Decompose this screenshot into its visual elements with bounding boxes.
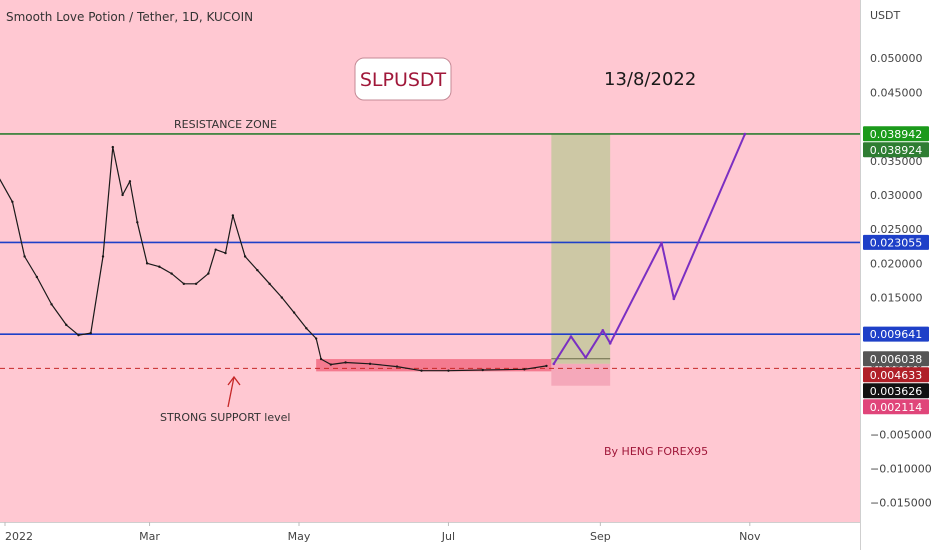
y-tick-label-10: 0.050000 — [870, 52, 923, 65]
y-tick-label-0: −0.015000 — [870, 497, 932, 510]
price-point-24 — [268, 282, 271, 286]
price-tag-label-1: 0.038924 — [870, 144, 923, 157]
price-point-38 — [545, 364, 548, 368]
price-point-14 — [158, 265, 161, 268]
price-tag-label-7: 0.002114 — [870, 401, 923, 414]
forecast-point-6 — [672, 297, 676, 301]
price-tag-5 — [863, 367, 929, 383]
price-point-15 — [170, 272, 173, 275]
price-point-23 — [256, 268, 259, 272]
x-tick-label-4: Sep — [590, 530, 611, 543]
price-axis-background — [860, 0, 932, 550]
stop-loss-zone — [551, 363, 611, 386]
y-tick-label-7: 0.030000 — [870, 189, 923, 202]
price-point-28 — [314, 337, 318, 340]
price-tag-6 — [863, 383, 929, 399]
price-tag-label-3: 0.009641 — [870, 328, 923, 341]
y-tick-label-4: 0.015000 — [870, 292, 923, 305]
forecast-point-1 — [569, 335, 573, 338]
y-tick-label-2: −0.005000 — [870, 428, 932, 441]
price-point-5 — [65, 323, 68, 327]
price-point-30 — [329, 363, 333, 366]
price-point-37 — [523, 368, 526, 371]
forecast-point-2 — [584, 356, 587, 359]
price-point-26 — [292, 311, 296, 314]
price-tag-4 — [863, 351, 929, 367]
price-tag-1 — [863, 142, 929, 158]
resistance-zone-label: RESISTANCE ZONE — [174, 118, 277, 131]
x-tick-label-1: Mar — [139, 530, 160, 543]
price-point-8 — [101, 255, 105, 258]
forecast-path-line — [552, 133, 746, 365]
y-tick-label-9: 0.045000 — [870, 86, 923, 99]
support-level-label: STRONG SUPPORT level — [160, 411, 290, 424]
price-point-16 — [182, 282, 186, 286]
price-tag-label-0: 0.038942 — [870, 128, 923, 141]
y-tick-label-8: 0.035000 — [870, 155, 923, 168]
price-point-19 — [214, 248, 217, 251]
symbol-badge: SLPUSDT — [354, 57, 452, 101]
support-zone-box — [316, 359, 552, 372]
price-point-1 — [11, 200, 14, 203]
price-point-18 — [207, 272, 210, 275]
price-tag-label-5: 0.004633 — [870, 369, 923, 382]
price-tag-label-6: 0.003626 — [870, 385, 923, 398]
x-tick-label-0: 2022 — [5, 530, 33, 543]
price-point-33 — [395, 365, 399, 368]
price-point-9 — [111, 145, 115, 149]
price-tag-0 — [863, 126, 929, 142]
forecast-point-0 — [552, 362, 556, 366]
forecast-point-7 — [743, 132, 747, 136]
forecast-point-4 — [608, 342, 612, 345]
price-tag-3 — [863, 326, 929, 342]
price-point-17 — [194, 282, 198, 286]
date-annotation: 13/8/2022 — [604, 69, 696, 90]
price-point-35 — [447, 369, 450, 372]
price-point-36 — [481, 368, 484, 372]
price-point-34 — [420, 369, 423, 372]
price-point-7 — [89, 331, 92, 335]
symbol-badge-box — [354, 57, 452, 101]
author-credit: By HENG FOREX95 — [604, 445, 708, 458]
price-tag-7 — [863, 399, 929, 415]
forecast-point-5 — [660, 241, 663, 245]
price-tag-label-4: 0.006038 — [870, 353, 923, 366]
price-point-29 — [319, 357, 323, 361]
price-point-25 — [280, 296, 284, 299]
price-point-10 — [121, 193, 124, 197]
x-tick-label-5: Nov — [739, 530, 761, 543]
price-point-2 — [23, 255, 26, 258]
price-point-3 — [35, 275, 39, 279]
x-tick-label-2: May — [288, 530, 311, 543]
chart-title: Smooth Love Potion / Tether, 1D, KUCOIN — [6, 10, 253, 24]
currency-label: USDT — [870, 9, 901, 22]
price-tag-2 — [863, 234, 929, 250]
y-tick-label-1: −0.010000 — [870, 462, 932, 475]
price-point-6 — [77, 333, 80, 337]
y-tick-label-6: 0.025000 — [870, 223, 923, 236]
y-tick-label-5: 0.020000 — [870, 257, 923, 270]
price-tag-label-2: 0.023055 — [870, 236, 923, 249]
price-point-4 — [50, 303, 53, 306]
x-tick-label-3: Jul — [441, 530, 455, 543]
price-point-21 — [231, 214, 235, 217]
support-arrow-icon — [227, 375, 241, 408]
price-point-13 — [145, 262, 149, 265]
price-point-31 — [344, 361, 347, 364]
price-point-22 — [243, 255, 247, 258]
symbol-badge-text: SLPUSDT — [360, 69, 447, 91]
price-point-27 — [305, 327, 308, 330]
price-point-20 — [224, 251, 227, 255]
profit-target-zone — [551, 133, 611, 364]
forecast-point-3 — [601, 329, 605, 332]
price-point-11 — [128, 180, 132, 183]
time-axis-background — [0, 522, 860, 550]
price-point-32 — [368, 362, 372, 366]
price-point-12 — [136, 221, 139, 224]
